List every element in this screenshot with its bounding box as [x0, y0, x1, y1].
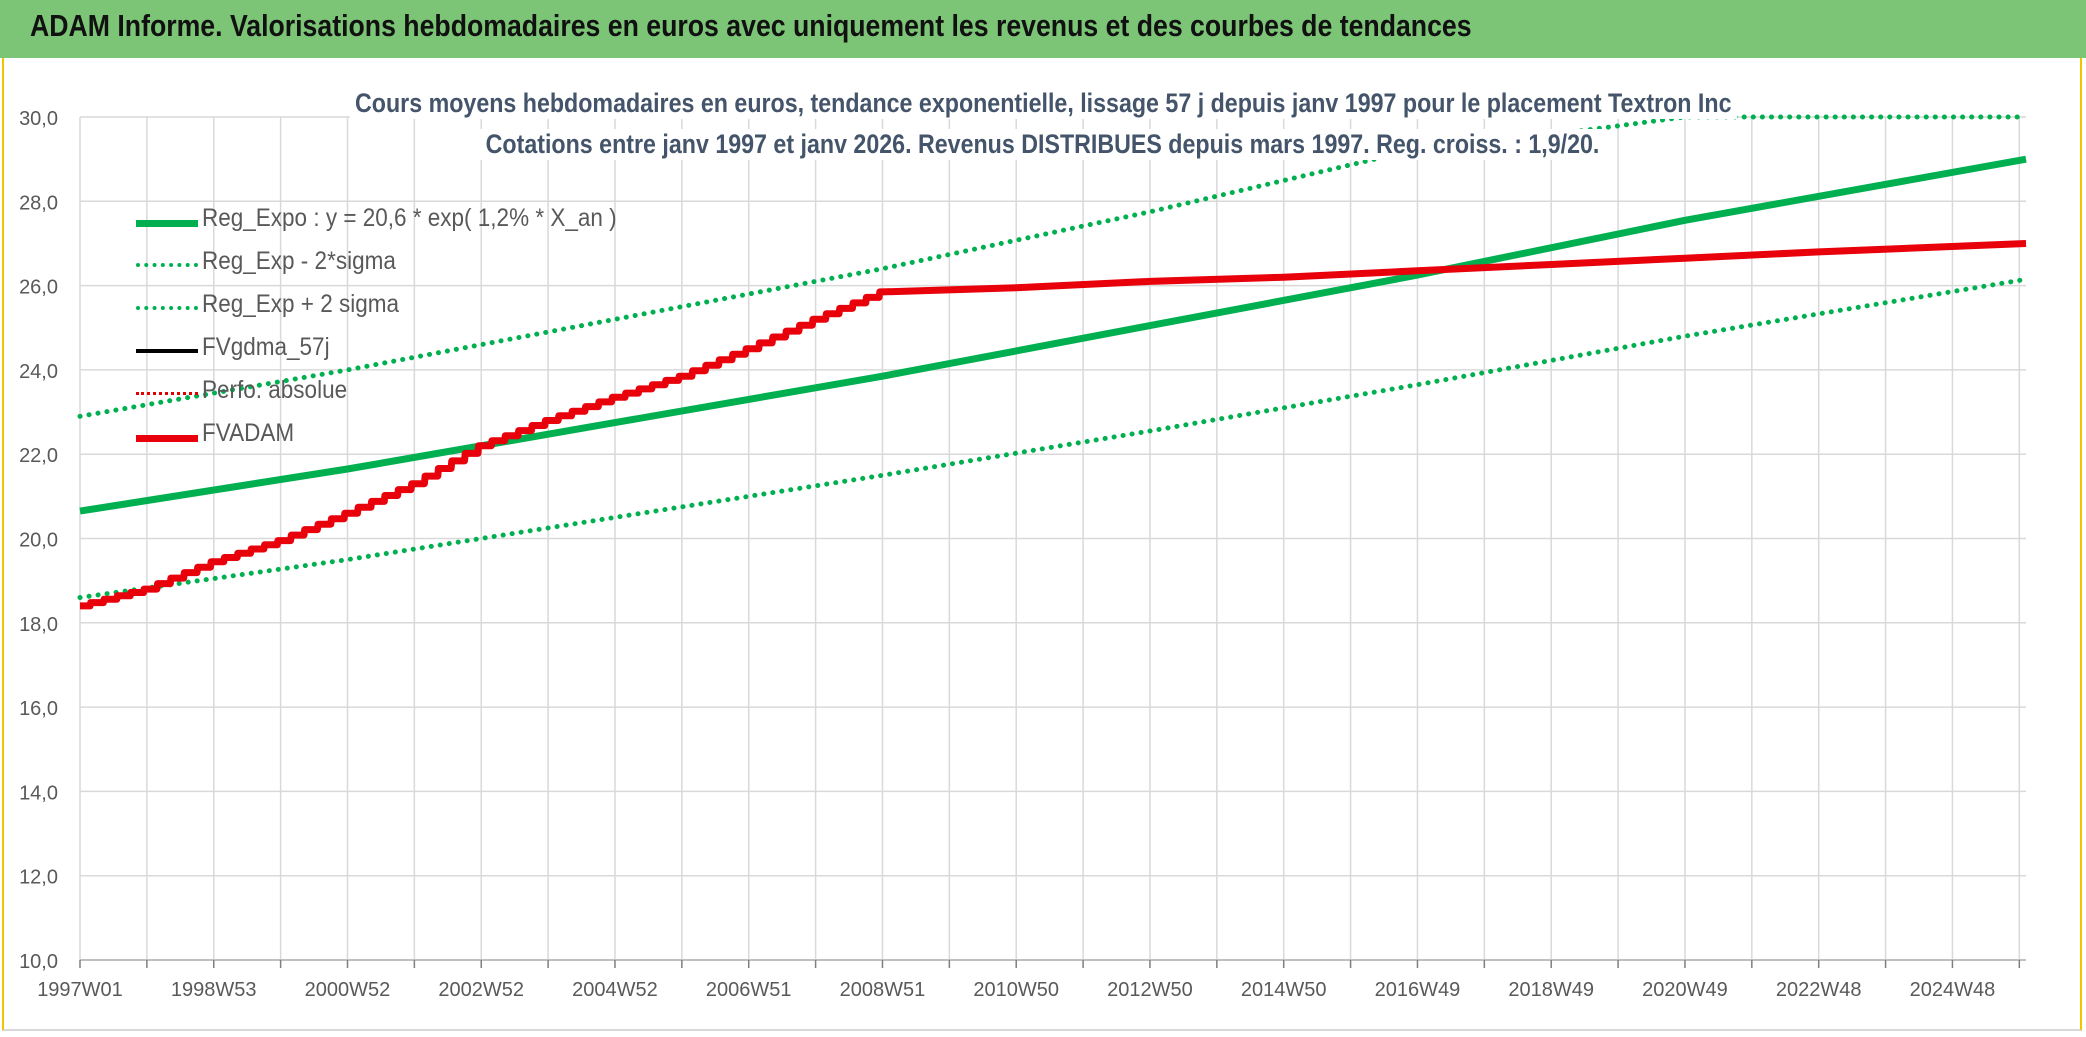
y-tick-label: 22,0 [19, 445, 58, 467]
y-tick-label: 14,0 [19, 782, 58, 804]
legend-label: Reg_Exp + 2 sigma [202, 290, 399, 318]
chart-subtitle: Cotations entre janv 1997 et janv 2026. … [480, 129, 1606, 160]
chart-title: Cours moyens hebdomadaires en euros, ten… [349, 88, 1737, 119]
y-tick-label: 10,0 [19, 951, 58, 973]
x-tick-label: 2002W52 [438, 979, 524, 1001]
legend-swatch [136, 349, 198, 353]
series-line-5 [80, 240, 2027, 610]
legend-label: FVgdma_57j [202, 333, 330, 361]
y-tick-label: 28,0 [19, 192, 58, 214]
x-tick-label: 2010W50 [973, 979, 1059, 1001]
chart-title-line-2: Cotations entre janv 1997 et janv 2026. … [0, 129, 2086, 160]
legend-swatch [136, 435, 198, 442]
y-tick-label: 30,0 [19, 108, 58, 130]
chart-title-line-1: Cours moyens hebdomadaires en euros, ten… [0, 88, 2086, 119]
x-tick-label: 2018W49 [1508, 979, 1594, 1001]
legend-swatch [136, 306, 198, 310]
series-line-0 [79, 155, 2027, 515]
x-axis-ticks: 1997W01 1998W53 2000W52 2002W52 2004W52 2006W… [37, 960, 2021, 1001]
x-tick-label: 2008W51 [840, 979, 926, 1001]
x-tick-label: 2016W49 [1375, 979, 1461, 1001]
legend-label: Perfo. absolue [202, 376, 348, 404]
y-axis-ticks: 10,0 12,0 14,0 16,0 18,0 20,0 22,0 24,0 26,0 28,0… [19, 108, 58, 973]
x-tick-label: 2012W50 [1107, 979, 1193, 1001]
chart-frame [2, 58, 2082, 1031]
x-tick-label: 1998W53 [171, 979, 257, 1001]
legend-swatch [136, 392, 198, 395]
x-tick-label: 2024W48 [1910, 979, 1996, 1001]
x-tick-label: 2020W49 [1642, 979, 1728, 1001]
x-tick-label: 2006W51 [706, 979, 792, 1001]
y-tick-label: 26,0 [19, 277, 58, 299]
legend-swatch [136, 220, 198, 227]
x-tick-label: 2014W50 [1241, 979, 1327, 1001]
y-tick-label: 16,0 [19, 698, 58, 720]
legend-label: FVADAM [202, 419, 295, 447]
y-tick-label: 18,0 [19, 614, 58, 636]
legend-swatch [136, 263, 198, 267]
x-tick-label: 2022W48 [1776, 979, 1862, 1001]
y-tick-label: 12,0 [19, 867, 58, 889]
series-line-1 [77, 276, 2029, 600]
legend-label: Reg_Exp - 2*sigma [202, 247, 396, 275]
y-tick-label: 24,0 [19, 361, 58, 383]
x-tick-label: 2004W52 [572, 979, 658, 1001]
legend-label: Reg_Expo : y = 20,6 * exp( 1,2% * X_an ) [202, 204, 617, 232]
report-banner: ADAM Informe. Valorisations hebdomadaire… [0, 0, 2086, 58]
series-line-2 [77, 114, 2029, 419]
series-lines [77, 114, 2029, 610]
grid-lines [79, 116, 2026, 961]
x-tick-label: 1997W01 [37, 979, 123, 1001]
report-title: ADAM Informe. Valorisations hebdomadaire… [30, 8, 1472, 43]
x-tick-label: 2000W52 [305, 979, 391, 1001]
y-tick-label: 20,0 [19, 530, 58, 552]
